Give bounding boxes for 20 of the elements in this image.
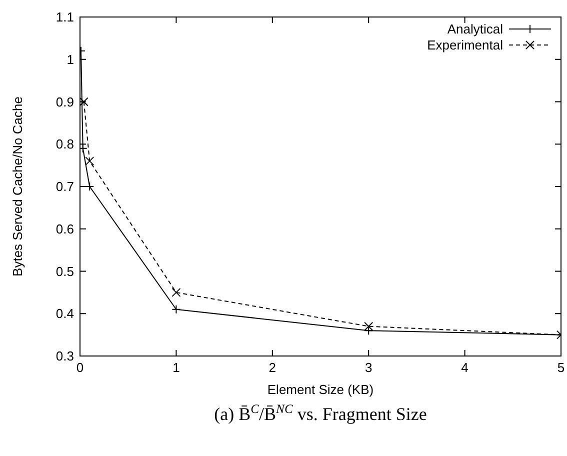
y-tick-label: 1.1 (56, 10, 74, 24)
y-tick-label: 0.3 (56, 348, 74, 364)
y-axis-title: Bytes Served Cache/No Cache (10, 96, 25, 276)
y-tick-label: 0.8 (56, 136, 74, 152)
x-axis-title: Element Size (KB) (267, 382, 374, 397)
x-tick-label: 1 (172, 360, 180, 375)
text: (a) B̄$^{C}$/B̄$^{NC}$ vs. Fragment Size (214, 402, 427, 424)
y-tick-label: 0.9 (56, 94, 74, 110)
legend-label: Analytical (447, 22, 504, 36)
legend-label: Experimental (427, 38, 504, 52)
x-tick-label: 4 (461, 360, 468, 375)
x-tick-label: 5 (557, 360, 565, 375)
y-tick-label: 1 (66, 52, 74, 67)
x-tick-label: 2 (268, 360, 276, 375)
x-tick-label: 0 (76, 360, 84, 375)
y-tick-label: 0.6 (56, 221, 74, 236)
x-tick-label: 3 (364, 360, 372, 375)
y-tick-label: 0.4 (56, 306, 74, 322)
y-tick-label: 0.7 (56, 179, 74, 194)
y-tick-label: 0.5 (56, 264, 74, 279)
